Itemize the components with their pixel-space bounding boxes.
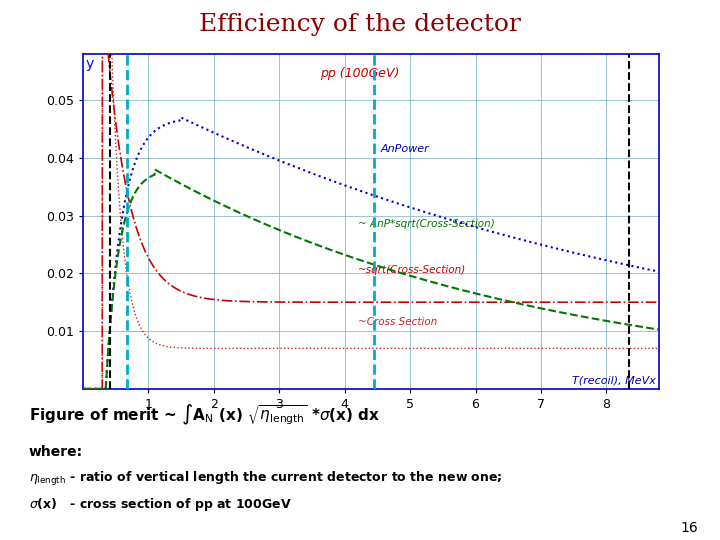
Text: $\eta_{\rm length}$ - ratio of vertical length the current detector to the new o: $\eta_{\rm length}$ - ratio of vertical … xyxy=(29,470,503,488)
Text: ~sqrt(Cross-Section): ~sqrt(Cross-Section) xyxy=(358,265,466,275)
Text: pp (100GeV): pp (100GeV) xyxy=(320,68,399,80)
Text: T(recoil), MeVx: T(recoil), MeVx xyxy=(572,375,656,386)
Text: Figure of merit ~ $\int$A$_{\rm N}$ (x) $\sqrt{\eta_{\rm length}}$ *$\sigma$(x) : Figure of merit ~ $\int$A$_{\rm N}$ (x) … xyxy=(29,402,380,427)
Text: Efficiency of the detector: Efficiency of the detector xyxy=(199,14,521,37)
Text: $\sigma$(x)   - cross section of pp at 100GeV: $\sigma$(x) - cross section of pp at 100… xyxy=(29,496,292,512)
Text: ~Cross Section: ~Cross Section xyxy=(358,318,437,327)
Text: where:: where: xyxy=(29,446,83,460)
Text: 16: 16 xyxy=(680,521,698,535)
Text: ~ AnP*sqrt(Cross-Section): ~ AnP*sqrt(Cross-Section) xyxy=(358,219,495,229)
Text: y: y xyxy=(86,57,94,71)
Text: AnPower: AnPower xyxy=(381,144,429,154)
